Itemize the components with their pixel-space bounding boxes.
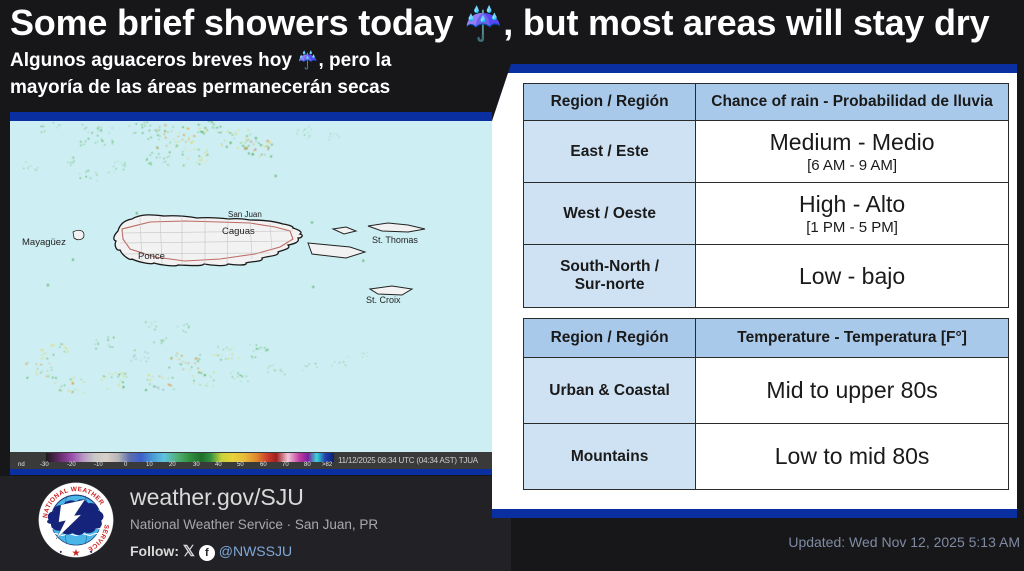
svg-text:Ponce: Ponce <box>138 251 165 262</box>
svg-text:St. Croix: St. Croix <box>366 295 401 305</box>
svg-text:St. Thomas: St. Thomas <box>372 235 418 245</box>
svg-text:San Juan: San Juan <box>228 210 262 219</box>
svg-text:Mayagüez: Mayagüez <box>22 237 66 248</box>
svg-text:Caguas: Caguas <box>222 226 255 237</box>
